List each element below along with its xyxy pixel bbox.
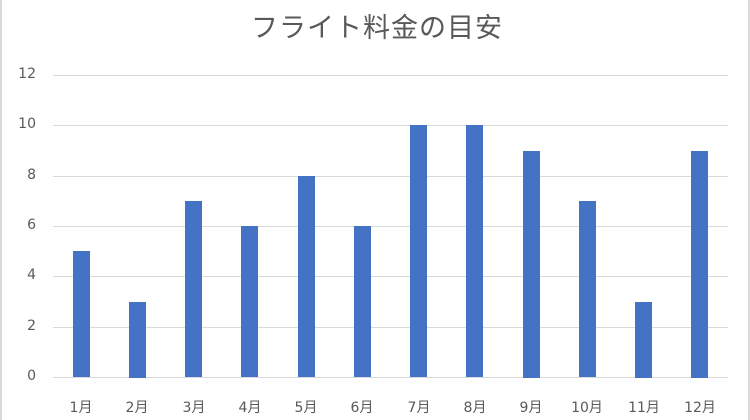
x-tick-label: 7月 [407,400,431,416]
gridline [53,226,728,227]
y-tick-label: 0 [27,368,36,384]
gridline [53,125,728,126]
x-tick-label: 3月 [182,400,206,416]
x-tick-label: 10月 [571,400,603,416]
bar-2[interactable] [129,302,146,378]
bar-1[interactable] [73,251,90,377]
y-tick-label: 10 [18,116,36,132]
bar-11[interactable] [635,302,652,378]
x-tick-label: 4月 [238,400,262,416]
chart-title: フライト料金の目安 [251,13,503,44]
gridline [53,377,728,378]
gridline [53,327,728,328]
y-tick-label: 2 [27,318,36,334]
x-tick-label: 9月 [519,400,543,416]
gridline [53,276,728,277]
x-tick-label: 8月 [463,400,487,416]
gridline [53,176,728,177]
bar-9[interactable] [523,151,540,378]
x-tick-label: 5月 [294,400,318,416]
bar-7[interactable] [410,125,427,377]
bar-8[interactable] [466,125,483,377]
y-tick-label: 12 [18,66,36,82]
x-tick-label: 2月 [125,400,149,416]
gridline [53,75,728,76]
x-tick-label: 12月 [684,400,716,416]
x-tick-label: 1月 [69,400,93,416]
x-tick-label: 6月 [350,400,374,416]
y-tick-label: 4 [27,267,36,283]
bar-6[interactable] [354,226,371,377]
x-tick-label: 11月 [628,400,660,416]
bar-4[interactable] [241,226,258,377]
bar-10[interactable] [579,201,596,377]
bar-5[interactable] [298,176,315,377]
bar-12[interactable] [691,151,708,378]
y-tick-label: 6 [27,217,36,233]
y-tick-label: 8 [27,167,36,183]
bar-3[interactable] [185,201,202,377]
